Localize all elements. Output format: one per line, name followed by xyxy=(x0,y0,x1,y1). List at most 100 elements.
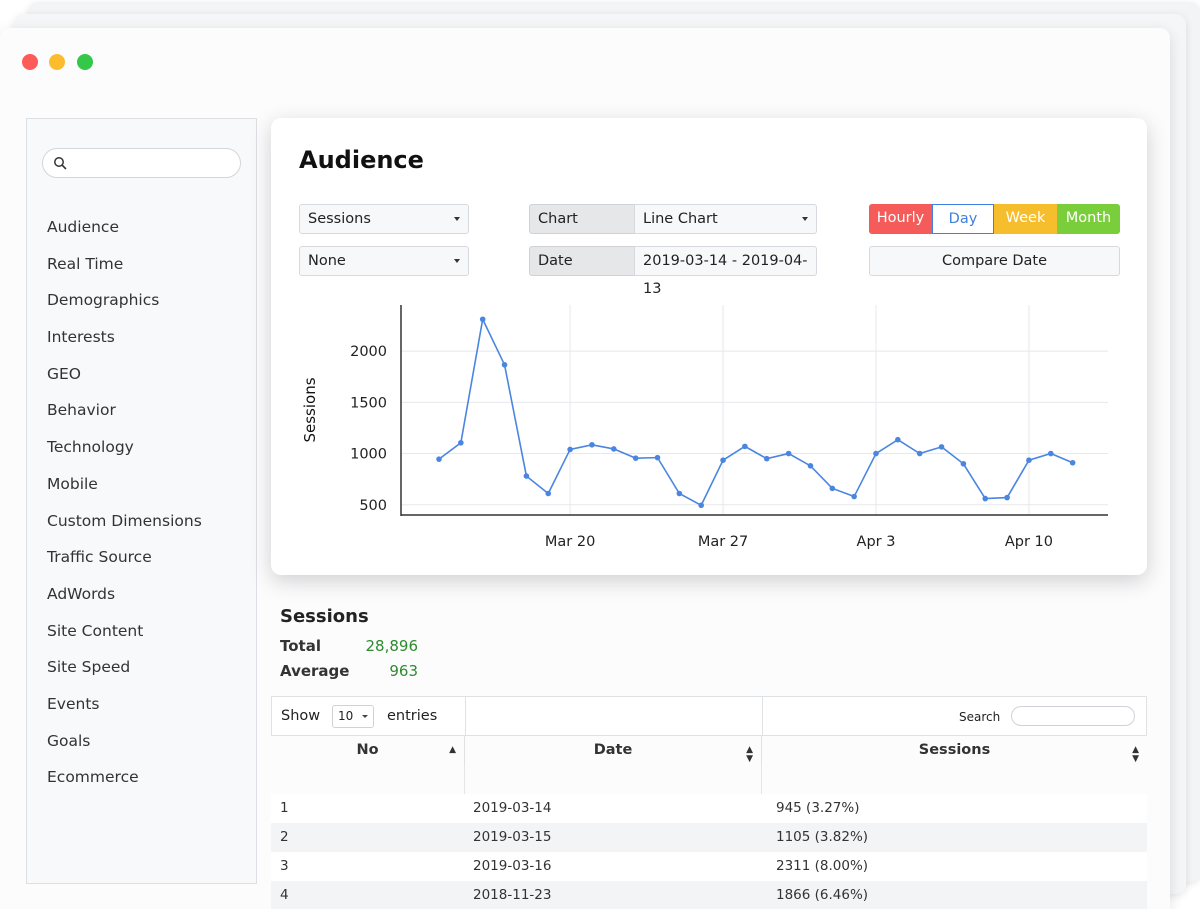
table-search-input[interactable] xyxy=(1011,706,1135,726)
data-point xyxy=(807,463,814,469)
sidebar-item-site-speed[interactable]: Site Speed xyxy=(47,658,131,677)
y-axis-label: Sessions xyxy=(301,377,319,442)
sidebar-item-geo[interactable]: GEO xyxy=(47,364,82,383)
page-length-value: 10 xyxy=(338,709,354,723)
x-tick-label: Mar 20 xyxy=(545,534,595,550)
data-point xyxy=(611,446,617,452)
data-point xyxy=(763,455,770,462)
cell-date: 2019-03-14 xyxy=(473,800,552,816)
sidebar-item-real-time[interactable]: Real Time xyxy=(47,254,124,273)
date-range-input[interactable]: 2019-03-14 - 2019-04-13 xyxy=(634,246,817,297)
average-label: Average xyxy=(280,662,350,680)
data-point xyxy=(698,502,704,509)
data-point xyxy=(895,436,901,443)
sidebar-item-technology[interactable]: Technology xyxy=(47,438,134,457)
period-hourly-button[interactable]: Hourly xyxy=(869,204,932,234)
page-length-select[interactable]: 10 xyxy=(332,705,374,728)
data-point xyxy=(458,439,464,446)
table-header: No ▲ Date ▲ ▼ Sessions ▲ ▼ xyxy=(271,736,1147,764)
data-point xyxy=(851,493,857,500)
y-tick-label: 500 xyxy=(359,498,387,514)
column-header-date[interactable]: Date ▲ ▼ xyxy=(464,736,761,764)
series-line xyxy=(438,316,1073,507)
period-month-button[interactable]: Month xyxy=(1057,204,1120,234)
cell-date: 2018-11-23 xyxy=(473,887,552,903)
chart-type-label: Chart xyxy=(529,204,635,234)
sidebar-item-site-content[interactable]: Site Content xyxy=(47,621,144,640)
metric-select[interactable]: Sessions xyxy=(299,204,469,234)
data-point xyxy=(873,450,879,457)
total-label: Total xyxy=(280,637,321,655)
data-point xyxy=(829,485,836,492)
data-point xyxy=(916,450,923,457)
sidebar-item-audience[interactable]: Audience xyxy=(47,218,119,236)
cell-sessions: 1105 (3.82%) xyxy=(776,829,869,845)
search-icon xyxy=(54,157,67,170)
minimize-window-button[interactable] xyxy=(49,54,65,70)
sidebar-item-custom-dimensions[interactable]: Custom Dimensions xyxy=(47,511,202,530)
data-point xyxy=(654,454,661,461)
data-point xyxy=(785,450,792,457)
sidebar-item-mobile[interactable]: Mobile xyxy=(47,474,98,493)
total-value: 28,896 xyxy=(365,637,419,655)
sort-icon: ▲ ▼ xyxy=(746,745,753,764)
toolbar-divider xyxy=(465,697,466,735)
period-day-button[interactable]: Day xyxy=(932,204,994,234)
y-tick-label: 1000 xyxy=(350,447,387,463)
secondary-metric-select[interactable]: None xyxy=(299,246,469,276)
cell-sessions: 2311 (8.00%) xyxy=(776,858,869,874)
chevron-down-icon xyxy=(454,217,460,221)
sidebar-item-demographics[interactable]: Demographics xyxy=(47,291,160,310)
sessions-line-chart: 500 1000 1500 2000 Mar 20 Mar 27 Apr 3 Apr 10 Se… xyxy=(301,305,1108,550)
table-toolbar: Show 10 entries Search xyxy=(271,696,1147,736)
table-row: 4 2018-11-23 1866 (6.46%) xyxy=(271,881,1147,909)
table-search-label: Search xyxy=(959,710,1001,724)
x-tick-label: Apr 3 xyxy=(857,534,896,550)
cell-no: 3 xyxy=(280,858,289,874)
show-label: Show xyxy=(281,708,321,724)
sidebar-item-interests[interactable]: Interests xyxy=(47,328,115,347)
data-point xyxy=(1069,459,1076,466)
audience-card: Audience Sessions None Chart Line Chart … xyxy=(271,118,1147,575)
data-point xyxy=(960,460,967,467)
column-header-sessions[interactable]: Sessions ▲ ▼ xyxy=(761,736,1147,764)
maximize-window-button[interactable] xyxy=(77,54,93,70)
sort-icon: ▲ ▼ xyxy=(1132,745,1139,764)
period-week-button[interactable]: Week xyxy=(994,204,1057,234)
cell-date: 2019-03-16 xyxy=(473,858,552,874)
data-point xyxy=(567,446,573,453)
sidebar-item-goals[interactable]: Goals xyxy=(47,731,91,750)
chevron-down-icon xyxy=(454,259,460,263)
data-point xyxy=(545,490,552,497)
data-point xyxy=(479,316,486,323)
sidebar-item-traffic-source[interactable]: Traffic Source xyxy=(47,548,152,567)
column-header-no[interactable]: No ▲ xyxy=(271,736,464,764)
cell-no: 1 xyxy=(280,800,289,816)
data-point xyxy=(632,455,639,461)
column-header-label: No xyxy=(356,742,379,758)
page-title: Audience xyxy=(299,146,424,174)
data-point xyxy=(436,456,442,462)
data-point xyxy=(1026,457,1032,463)
sidebar-item-behavior[interactable]: Behavior xyxy=(47,401,116,420)
y-tick-label: 1500 xyxy=(350,395,387,411)
metric-select-value: Sessions xyxy=(308,211,371,227)
close-window-button[interactable] xyxy=(22,54,38,70)
column-header-label: Sessions xyxy=(918,742,991,758)
sidebar-item-events[interactable]: Events xyxy=(47,694,100,713)
data-point xyxy=(1004,494,1010,501)
entries-label: entries xyxy=(387,708,438,724)
sidebar-search-input[interactable] xyxy=(42,148,241,178)
x-tick-label: Apr 10 xyxy=(1005,534,1053,550)
data-point xyxy=(938,444,945,450)
data-point xyxy=(742,443,748,450)
sidebar-nav: Audience Real Time Demographics Interest… xyxy=(47,215,202,802)
cell-no: 4 xyxy=(280,887,289,903)
sidebar-item-ecommerce[interactable]: Ecommerce xyxy=(47,768,139,787)
compare-date-button[interactable]: Compare Date xyxy=(869,246,1120,276)
data-point xyxy=(676,490,683,497)
data-point xyxy=(523,473,530,479)
sidebar-item-adwords[interactable]: AdWords xyxy=(47,584,116,603)
cell-date: 2019-03-15 xyxy=(473,829,552,845)
chart-type-select[interactable]: Line Chart xyxy=(634,204,817,234)
